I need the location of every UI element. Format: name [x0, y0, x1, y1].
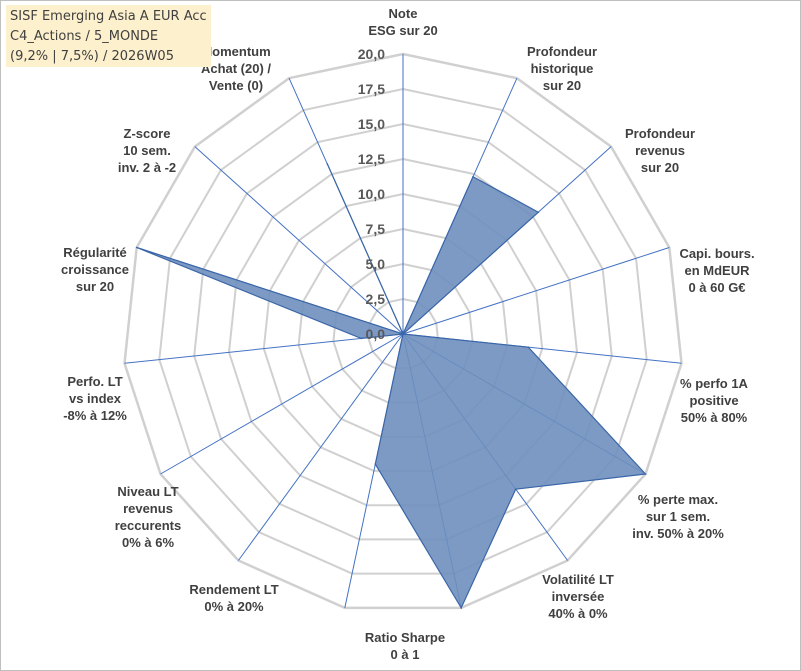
title-line-1: SISF Emerging Asia A EUR Acc — [10, 9, 207, 24]
data-point-14 — [326, 163, 329, 165]
axis-label-1-line-2: sur 20 — [543, 78, 581, 93]
data-point-8 — [374, 463, 377, 465]
spoke-10 — [160, 333, 404, 475]
data-point-12 — [135, 246, 138, 249]
data-point-6 — [514, 488, 517, 491]
axis-label-11-line-0: Régularité — [63, 245, 127, 260]
axis-label-6: Volatilité LT inversée 40% à 0% — [542, 572, 614, 621]
axis-label-2: Profondeur revenus sur 20 — [625, 126, 695, 175]
axis-label-11: Régularité croissance sur 20 — [61, 245, 129, 294]
axis-label-0-line-0: Note — [389, 6, 418, 21]
data-point-5 — [644, 473, 647, 475]
tick-label-7: 17,5 — [358, 81, 385, 97]
data-series-area — [136, 163, 647, 610]
axis-label-8-line-1: 0% à 20% — [204, 599, 264, 614]
title-line-3: (9,2% | 7,5%) / 2026W05 — [10, 49, 174, 64]
axis-label-0-line-1: ESG sur 20 — [368, 23, 437, 38]
data-point-4 — [527, 346, 530, 349]
axis-label-11-line-2: sur 20 — [76, 279, 114, 294]
axis-label-7-line-1: 0 à 1 — [391, 647, 420, 662]
tick-label-4: 10,0 — [358, 186, 385, 202]
tick-label-6: 15,0 — [358, 116, 385, 132]
axis-label-10-line-1: vs index — [69, 391, 122, 406]
data-point-13 — [402, 333, 404, 335]
axis-label-14: Momentum Achat (20) / Vente (0) — [201, 44, 271, 93]
axis-label-0: Note ESG sur 20 — [368, 6, 437, 38]
axis-label-1-line-0: Profondeur — [527, 44, 597, 59]
grid-ring-7 — [158, 87, 648, 575]
axis-label-2-line-1: revenus — [635, 143, 685, 158]
axis-label-14-line-1: Achat (20) / — [201, 61, 271, 76]
axis-label-13: Z-score 10 sem. inv. 2 à -2 — [118, 126, 176, 175]
axis-label-6-line-2: 40% à 0% — [548, 606, 608, 621]
axis-label-14-line-2: Vente (0) — [209, 78, 263, 93]
axis-label-9-line-3: 0% à 6% — [122, 535, 174, 550]
axis-label-4: % perfo 1A positive 50% à 80% — [680, 376, 749, 425]
axis-label-9-line-1: revenus — [123, 501, 173, 516]
tick-label-0: 0,0 — [366, 326, 386, 342]
axis-label-5-line-2: inv. 50% à 20% — [632, 526, 724, 541]
axis-label-13-line-1: 10 sem. — [123, 143, 171, 158]
axis-label-4-line-0: % perfo 1A — [680, 376, 749, 391]
tick-layer: 0,0 2,5 5,0 7,5 10,0 12,5 15,0 17,5 20,0 — [358, 46, 385, 342]
axis-label-2-line-0: Profondeur — [625, 126, 695, 141]
tick-label-5: 12,5 — [358, 151, 385, 167]
axis-label-2-line-2: sur 20 — [641, 160, 679, 175]
axis-label-13-line-2: inv. 2 à -2 — [118, 160, 176, 175]
axis-label-10: Perfo. LT vs index -8% à 12% — [63, 374, 127, 423]
axis-label-3: Capi. bours. en MdEUR 0 à 60 G€ — [679, 246, 754, 295]
grid-ring-6 — [193, 122, 613, 541]
spoke-9 — [237, 333, 404, 561]
data-point-7 — [460, 607, 463, 609]
tick-label-1: 2,5 — [366, 291, 386, 307]
axis-label-5: % perte max. sur 1 sem. inv. 50% à 20% — [632, 492, 724, 541]
tick-label-2: 5,0 — [366, 256, 386, 272]
axis-label-14-line-0: Momentum — [201, 44, 270, 59]
axis-label-11-line-1: croissance — [61, 262, 129, 277]
axis-label-5-line-1: sur 1 sem. — [646, 509, 710, 524]
axis-label-10-line-2: -8% à 12% — [63, 408, 127, 423]
axis-label-7-line-0: Ratio Sharpe — [365, 630, 445, 645]
grid-ring-8 — [123, 52, 683, 610]
axis-label-4-line-1: positive — [689, 393, 738, 408]
tick-label-8: 20,0 — [358, 46, 385, 62]
axis-label-1-line-1: historique — [531, 61, 594, 76]
spoke-11 — [124, 333, 404, 364]
axis-label-7: Ratio Sharpe 0 à 1 — [365, 630, 445, 662]
axis-label-1: Profondeur historique sur 20 — [527, 44, 597, 93]
data-point-11 — [360, 337, 363, 340]
axis-label-3-line-2: 0 à 60 G€ — [688, 280, 745, 295]
data-point-2 — [537, 211, 540, 213]
title-line-2: C4_Actions / 5_MONDE — [10, 29, 159, 44]
data-area-layer — [135, 163, 647, 610]
axis-label-3-line-1: en MdEUR — [685, 263, 751, 278]
axis-label-9: Niveau LT revenus reccurents 0% à 6% — [115, 484, 181, 550]
axis-label-9-line-0: Niveau LT — [117, 484, 178, 499]
axis-label-6-line-1: inversée — [552, 589, 605, 604]
axis-label-10-line-0: Perfo. LT — [67, 374, 122, 389]
tick-label-3: 7,5 — [366, 221, 386, 237]
axis-label-13-line-0: Z-score — [124, 126, 171, 141]
axis-label-layer: Note ESG sur 20 Profondeur historique sur 20… — [61, 6, 755, 662]
axis-label-6-line-0: Volatilité LT — [542, 572, 614, 587]
spoke-3 — [402, 247, 670, 335]
axis-label-5-line-0: % perte max. — [638, 492, 718, 507]
axis-label-4-line-2: 50% à 80% — [681, 410, 748, 425]
axis-label-3-line-0: Capi. bours. — [679, 246, 754, 261]
axis-label-8-line-0: Rendement LT — [189, 582, 278, 597]
spoke-13 — [194, 146, 404, 335]
grid-layer — [123, 52, 683, 610]
axis-label-9-line-2: reccurents — [115, 518, 181, 533]
data-point-1 — [472, 175, 474, 178]
title-box: SISF Emerging Asia A EUR Acc C4_Actions … — [6, 5, 211, 67]
axis-label-8: Rendement LT 0% à 20% — [189, 582, 278, 614]
